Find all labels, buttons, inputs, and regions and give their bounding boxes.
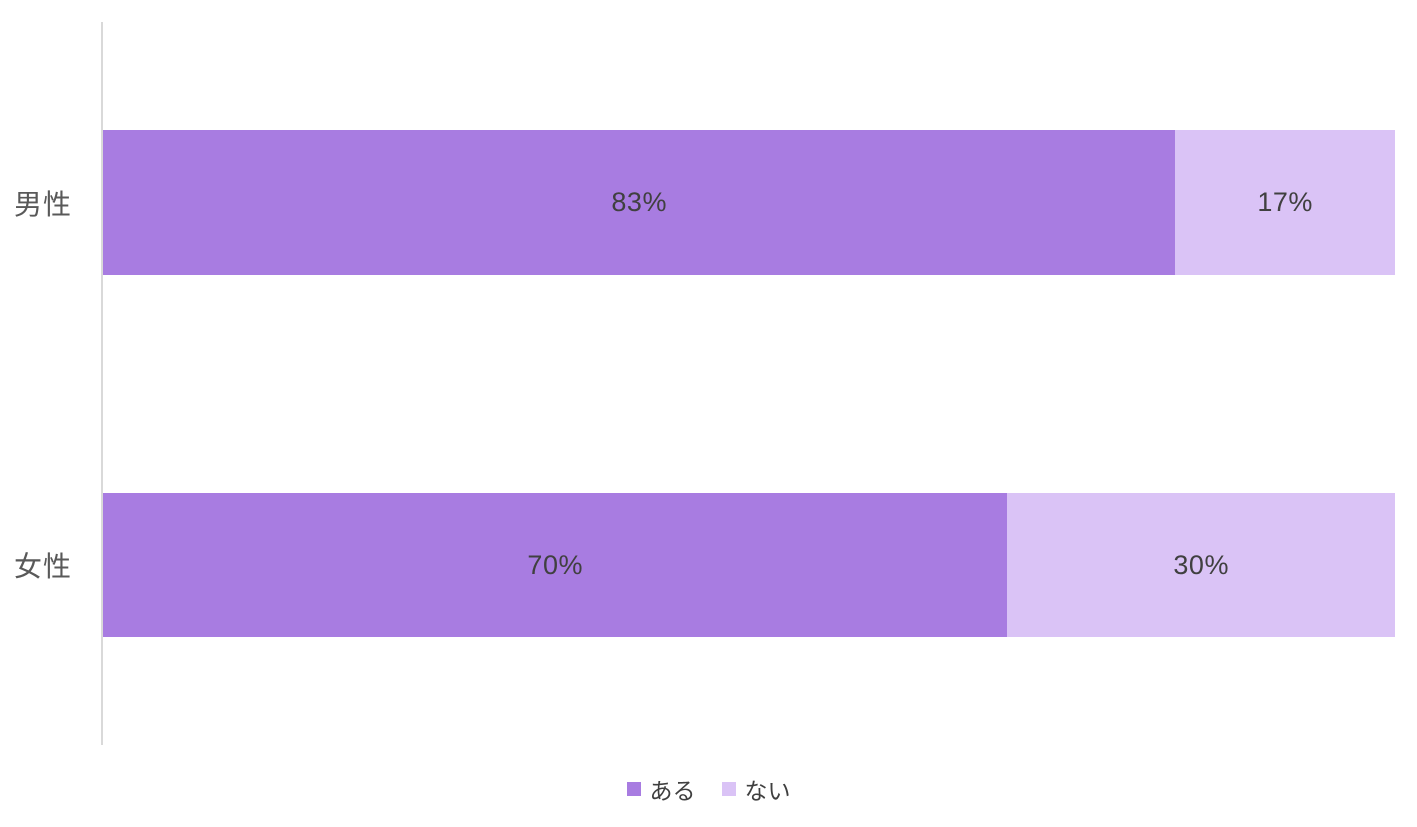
bar-segment-ある: 83% bbox=[103, 130, 1176, 275]
category-label: 男性 bbox=[13, 188, 72, 220]
data-label: 17% bbox=[1257, 187, 1313, 217]
bar-row: 男性 83% 17% bbox=[0, 130, 1417, 275]
legend-item-ない: ない bbox=[721, 772, 791, 806]
data-label: 30% bbox=[1173, 549, 1229, 580]
bar-segment-ある: 70% bbox=[103, 493, 1008, 637]
bar-segment-ない: 30% bbox=[1007, 493, 1395, 637]
chart-legend: ある ない bbox=[0, 771, 1417, 807]
y-axis-line bbox=[101, 22, 103, 745]
legend-swatch-icon bbox=[626, 782, 641, 796]
legend-item-ある: ある bbox=[626, 772, 696, 806]
legend-label: ある bbox=[649, 778, 696, 804]
bar-row: 女性 70% 30% bbox=[0, 493, 1417, 637]
stacked-bar: 83% 17% bbox=[103, 130, 1395, 275]
data-label: 83% bbox=[611, 187, 667, 217]
category-label: 女性 bbox=[13, 551, 72, 582]
data-label: 70% bbox=[527, 549, 583, 580]
legend-label: ない bbox=[744, 778, 791, 804]
legend-swatch-icon bbox=[721, 782, 736, 796]
stacked-bar: 70% 30% bbox=[103, 493, 1395, 637]
bar-segment-ない: 17% bbox=[1175, 130, 1395, 275]
